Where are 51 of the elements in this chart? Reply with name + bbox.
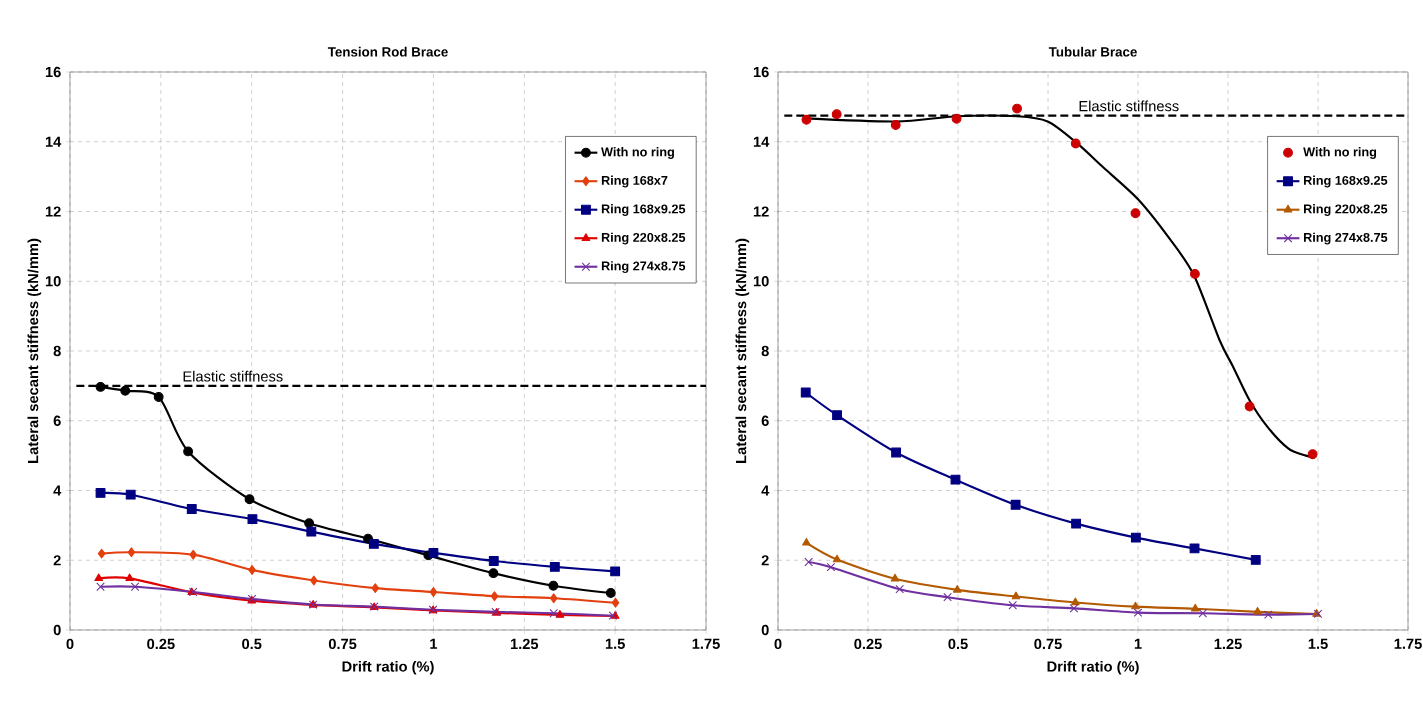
y-tick-label: 0 xyxy=(53,624,61,636)
y-tick-label: 6 xyxy=(53,415,61,426)
x-tick-label: 0.25 xyxy=(854,638,882,650)
y-axis-title: Lateral secant stiffness (kN/mm) xyxy=(735,238,750,463)
x-tick-label: 0.5 xyxy=(948,638,968,650)
ref-line-label: Elastic stiffness xyxy=(183,370,283,382)
x-tick-label: 0 xyxy=(774,638,782,650)
legend-label: Ring 274x8.75 xyxy=(1304,232,1388,245)
y-axis-title: Lateral secant stiffness (kN/mm) xyxy=(27,238,42,463)
legend-label: Ring 168x9.25 xyxy=(601,204,686,216)
y-tick-label: 8 xyxy=(53,345,61,357)
y-tick-label: 10 xyxy=(45,276,61,287)
x-tick-label: 1 xyxy=(1134,638,1142,649)
y-tick-label: 0 xyxy=(761,624,769,636)
legend-label: Ring 168x9.25 xyxy=(1304,175,1388,188)
chart-title: Tension Rod Brace xyxy=(327,46,448,57)
x-tick-label: 1 xyxy=(430,638,438,649)
x-tick-label: 1.75 xyxy=(1394,638,1422,649)
x-tick-label: 0.75 xyxy=(1034,638,1062,650)
x-tick-label: 1.25 xyxy=(510,638,539,650)
y-tick-label: 2 xyxy=(53,555,61,566)
y-tick-label: 4 xyxy=(53,485,62,496)
x-tick-label: 0.5 xyxy=(242,638,262,650)
legend-label: Ring 168x7 xyxy=(601,175,668,188)
y-tick-label: 8 xyxy=(761,345,769,357)
legend-label: Ring 274x8.75 xyxy=(601,261,686,273)
ref-line-label: Elastic stiffness xyxy=(1079,100,1179,112)
x-axis-title: Drift ratio (%) xyxy=(1047,660,1139,675)
legend-label: With no ring xyxy=(1303,147,1377,159)
x-tick-label: 1.75 xyxy=(692,638,720,649)
y-tick-label: 10 xyxy=(753,276,769,287)
legend-label: With no ring xyxy=(601,147,674,159)
chart-title: Tubular Brace xyxy=(1048,46,1137,57)
y-tick-label: 6 xyxy=(761,415,769,426)
y-tick-label: 4 xyxy=(761,485,770,496)
legend-label: Ring 220x8.25 xyxy=(601,232,686,245)
legend-label: Ring 220x8.25 xyxy=(1304,204,1388,216)
y-tick-label: 14 xyxy=(45,136,62,147)
x-tick-label: 1.5 xyxy=(605,638,625,649)
y-tick-label: 16 xyxy=(45,66,61,78)
x-axis-title: Drift ratio (%) xyxy=(342,660,434,675)
y-tick-label: 14 xyxy=(753,136,770,147)
y-tick-label: 2 xyxy=(761,555,769,566)
x-tick-label: 0.25 xyxy=(147,638,175,650)
x-tick-label: 1.5 xyxy=(1308,638,1328,649)
y-tick-label: 16 xyxy=(753,66,769,78)
y-tick-label: 12 xyxy=(45,206,61,217)
x-tick-label: 1.25 xyxy=(1214,638,1242,650)
y-tick-label: 12 xyxy=(753,206,769,217)
x-tick-label: 0.75 xyxy=(328,638,357,650)
x-tick-label: 0 xyxy=(66,638,74,650)
